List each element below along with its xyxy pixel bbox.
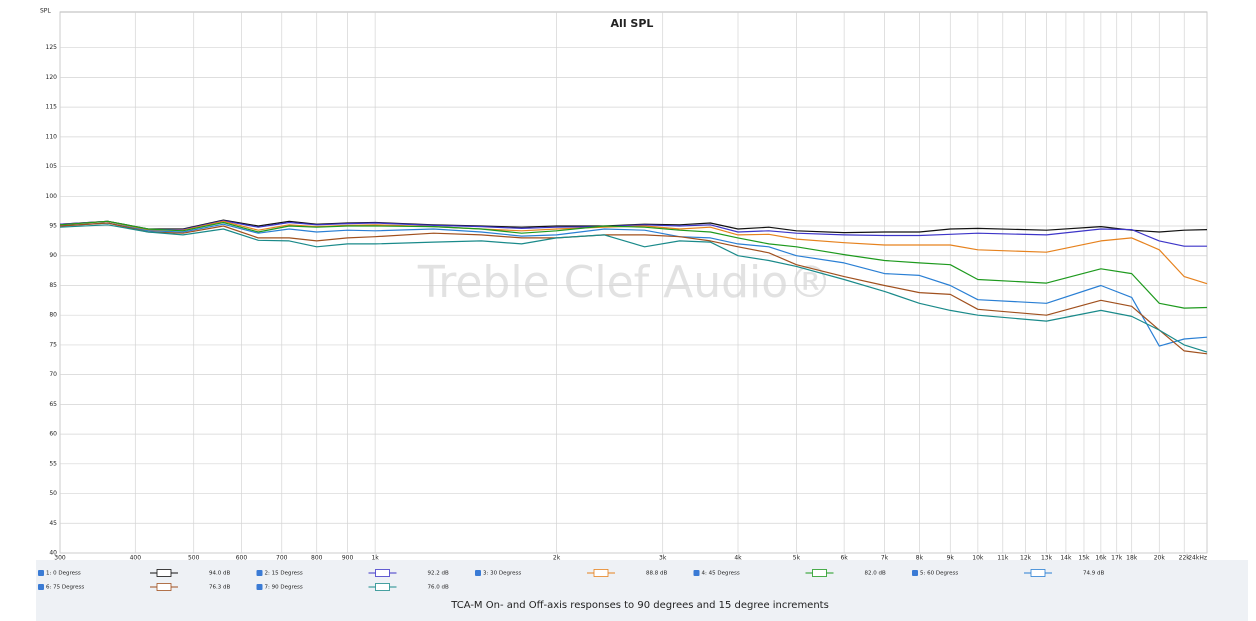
legend-swatch-box [375,569,390,577]
legend-label: 4: 45 Degress [702,571,740,577]
legend-label: 3: 30 Degress [483,571,521,577]
x-tick-label: 900 [342,555,354,562]
series-line [59,219,1208,234]
legend-label: 1: 0 Degress [46,571,81,577]
x-tick-label: 700 [276,555,288,562]
legend-label: 5: 60 Degress [920,571,958,577]
legend-checkbox [38,584,44,590]
y-tick-label: 95 [49,223,57,230]
x-tick-label: 20k [1154,555,1166,562]
legend-entry: 5: 60 Degress 74.9 dB [912,569,1104,577]
x-tick-label: 18k [1126,555,1138,562]
series-line [59,220,1208,285]
legend-entry: 4: 45 Degress 82.0 dB [693,569,886,577]
legend-level: 74.9 dB [1083,571,1104,577]
watermark: Treble Clef Audio® [417,257,832,308]
x-tick-label: 7k [881,555,889,562]
x-tick-label: 500 [188,555,200,562]
legend-entry: 3: 30 Degress 88.8 dB [475,569,667,577]
legend-swatch-box [1030,569,1046,577]
x-tick-label: 12k [1020,555,1032,562]
x-tick-label: 22k [1179,555,1191,562]
series-line [59,220,1207,247]
plot-area [59,11,1208,554]
x-tick-label: 2k [553,555,561,562]
y-tick-label: 55 [49,460,57,467]
legend-entry: 6: 75 Degress 76.3 dB [38,583,230,591]
legend-checkbox [693,570,700,576]
y-tick-label: 40 [49,550,57,557]
y-tick-label: 50 [49,490,57,497]
x-tick-label: 15k [1078,555,1090,562]
legend-panel [36,560,1248,621]
legend-entry: 1: 0 Degress 94.0 dB [38,569,230,577]
y-tick-label: 100 [46,193,58,200]
y-tick-label: 60 [49,431,57,438]
x-tick-label: 8k [916,555,924,562]
x-tick-label: 14k [1060,555,1072,562]
chart-title: All SPL [611,17,654,30]
x-tick-label: 10k [972,555,984,562]
x-tick-label: 300 [54,555,66,562]
x-tick-label: 13k [1041,555,1053,562]
legend-level: 94.0 dB [209,571,230,577]
legend-level: 82.0 dB [865,571,886,577]
y-tick-label: 110 [46,133,58,140]
legend-label: 2: 15 Degress [265,571,303,577]
legend-level: 92.2 dB [428,571,449,577]
legend-checkbox [38,570,44,576]
x-tick-label: 11k [997,555,1009,562]
x-tick-label: 6k [840,555,848,562]
y-tick-label: 80 [49,312,57,319]
x-tick-label: 4k [734,555,742,562]
series-line [59,220,1208,309]
legend-entry: 2: 15 Degress 92.2 dB [256,569,449,577]
y-tick-label: 75 [49,341,57,348]
y-tick-label: 90 [49,252,57,259]
legend-level: 88.8 dB [646,571,667,577]
legend-checkbox [912,570,918,576]
legend-swatch-box [593,569,609,577]
legend-entry: 7: 90 Degress 76.0 dB [256,583,449,591]
legend-checkbox [256,584,263,590]
legend-checkbox [475,570,481,576]
legend-swatch-box [375,583,390,591]
legend-level: 76.3 dB [209,585,230,591]
y-tick-label: 125 [46,44,58,51]
x-tick-label: 9k [947,555,955,562]
legend-swatch-box [812,569,827,577]
y-tick-label: 105 [46,163,58,170]
legend-swatch-box [156,569,172,577]
legend-swatch-box [156,583,172,591]
x-tick-label: 5k [793,555,801,562]
legend-level: 76.0 dB [428,585,449,591]
x-tick-label: 17k [1111,555,1123,562]
caption: TCA-M On- and Off-axis responses to 90 d… [450,600,829,611]
x-tick-label: 800 [311,555,323,562]
y-tick-label: 115 [46,104,58,111]
series-line [59,222,1208,355]
y-tick-label: 85 [49,282,57,289]
x-tick-label: 1k [371,555,379,562]
series-line [59,224,1208,353]
legend-label: 6: 75 Degress [46,585,84,591]
x-tick-label: 600 [236,555,248,562]
legend-checkbox [256,570,263,576]
y-tick-label: 65 [49,401,57,408]
x-tick-label: 3k [659,555,667,562]
y-tick-label: 70 [49,371,57,378]
series-line [59,222,1208,347]
y-axis-label: SPL [40,8,51,15]
x-tick-label: 16k [1095,555,1107,562]
legend-label: 7: 90 Degress [265,585,303,591]
y-tick-label: 45 [49,520,57,527]
x-tick-label: 400 [130,555,142,562]
y-tick-label: 120 [46,74,58,81]
x-tick-label: 24kHz [1188,555,1207,562]
